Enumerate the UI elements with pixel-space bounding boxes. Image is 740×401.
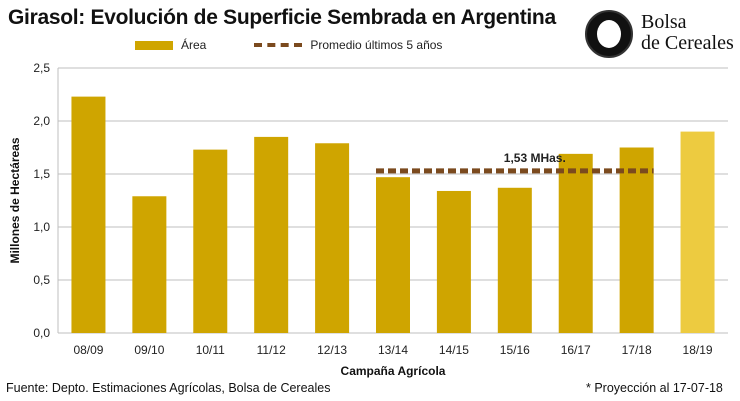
x-tick-label: 12/13 bbox=[317, 343, 347, 357]
bar-13-14 bbox=[376, 177, 410, 333]
legend: Área Promedio últimos 5 años bbox=[135, 38, 442, 52]
x-tick-label: 18/19 bbox=[683, 343, 713, 357]
x-tick-label: 17/18 bbox=[622, 343, 652, 357]
bar-17-18 bbox=[619, 147, 654, 333]
legend-swatch-area bbox=[135, 40, 173, 50]
x-tick-label: 13/14 bbox=[378, 343, 408, 357]
bar-15-16 bbox=[497, 187, 532, 333]
y-tick-label: 0,0 bbox=[33, 326, 50, 340]
legend-swatch-average bbox=[254, 43, 303, 47]
bar-14-15 bbox=[436, 190, 471, 333]
legend-label-area: Área bbox=[181, 38, 207, 52]
seal-icon bbox=[585, 10, 633, 58]
y-tick-label: 2,0 bbox=[33, 114, 50, 128]
x-tick-label: 14/15 bbox=[439, 343, 469, 357]
x-tick-label: 16/17 bbox=[561, 343, 591, 357]
y-tick-label: 0,5 bbox=[33, 273, 50, 287]
source-note: Fuente: Depto. Estimaciones Agrícolas, B… bbox=[6, 381, 331, 395]
chart-title: Girasol: Evolución de Superficie Sembrad… bbox=[8, 6, 556, 29]
logo-line1: Bolsa bbox=[641, 11, 687, 33]
y-axis-title: Millones de Hectáreas bbox=[8, 137, 22, 263]
x-axis-title: Campaña Agrícola bbox=[341, 364, 446, 378]
y-tick-label: 1,5 bbox=[33, 167, 50, 181]
x-tick-label: 11/12 bbox=[257, 343, 286, 357]
bar-12-13 bbox=[315, 143, 350, 333]
bar-16-17 bbox=[558, 153, 593, 333]
legend-label-average: Promedio últimos 5 años bbox=[310, 38, 443, 52]
x-tick-label: 15/16 bbox=[500, 343, 530, 357]
average-label: 1,53 MHas. bbox=[504, 151, 566, 165]
y-tick-label: 1,0 bbox=[33, 220, 50, 234]
bar-11-12 bbox=[254, 136, 289, 333]
logo-line2: de Cereales bbox=[641, 32, 734, 54]
x-tick-label: 10/11 bbox=[196, 343, 225, 357]
bar-09-10 bbox=[132, 196, 167, 333]
x-tick-label: 09/10 bbox=[134, 343, 164, 357]
y-tick-label: 2,5 bbox=[33, 61, 50, 75]
bar-18-19 bbox=[680, 131, 715, 333]
bolsa-de-cereales-logo: Bolsa de Cereales bbox=[585, 10, 735, 64]
projection-note: * Proyección al 17-07-18 bbox=[586, 381, 723, 395]
x-tick-label: 08/09 bbox=[73, 343, 103, 357]
bar-10-11 bbox=[193, 149, 228, 333]
bar-08-09 bbox=[71, 96, 106, 334]
